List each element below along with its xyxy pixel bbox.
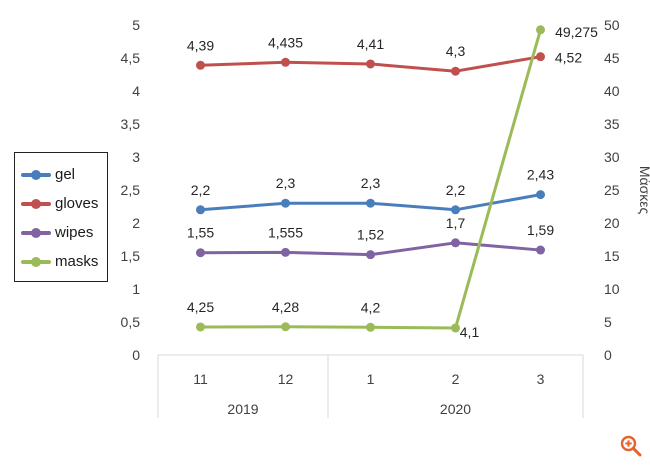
y-left-tick-label: 2 bbox=[132, 215, 140, 231]
legend-label: wipes bbox=[55, 224, 94, 241]
legend-label: gel bbox=[55, 166, 76, 183]
legend-swatch bbox=[21, 169, 51, 180]
data-label-gloves: 4,39 bbox=[187, 37, 214, 53]
x-group-label: 2020 bbox=[440, 401, 471, 417]
data-label-gloves: 4,435 bbox=[268, 34, 303, 50]
y-left-tick-label: 4,5 bbox=[121, 50, 141, 66]
data-point-gloves bbox=[366, 59, 375, 69]
legend-item-masks: masks bbox=[21, 247, 107, 276]
data-point-wipes bbox=[451, 238, 460, 248]
data-point-masks bbox=[451, 323, 460, 333]
data-point-gloves bbox=[281, 57, 290, 67]
data-point-gloves bbox=[196, 60, 205, 70]
data-label-gel: 2,3 bbox=[361, 175, 381, 191]
y-left-tick-label: 4 bbox=[132, 83, 140, 99]
y-left-tick-label: 2,5 bbox=[121, 182, 141, 198]
series bbox=[196, 25, 545, 333]
data-point-gloves bbox=[451, 66, 460, 76]
data-label-gloves: 4,3 bbox=[446, 43, 466, 59]
data-point-gel bbox=[281, 198, 290, 208]
y-left-tick-label: 3,5 bbox=[121, 116, 141, 132]
data-point-gel bbox=[366, 198, 375, 208]
y-right-tick-label: 5 bbox=[604, 314, 612, 330]
tick-labels: 00,511,522,533,544,550510152025303540455… bbox=[121, 17, 650, 417]
y-left-tick-label: 1,5 bbox=[121, 248, 141, 264]
data-label-wipes: 1,55 bbox=[187, 225, 214, 241]
y-right-tick-label: 10 bbox=[604, 281, 620, 297]
data-label-wipes: 1,59 bbox=[527, 222, 554, 238]
data-point-wipes bbox=[196, 248, 205, 258]
data-label-wipes: 1,7 bbox=[446, 215, 466, 231]
y-left-tick-label: 0 bbox=[132, 347, 140, 363]
y-right-tick-label: 40 bbox=[604, 83, 620, 99]
y-left-tick-label: 1 bbox=[132, 281, 140, 297]
data-point-masks bbox=[536, 25, 545, 35]
data-label-gloves: 4,52 bbox=[555, 50, 582, 66]
data-label-gel: 2,2 bbox=[446, 182, 466, 198]
data-label-gel: 2,2 bbox=[191, 182, 211, 198]
legend-swatch bbox=[21, 256, 51, 267]
data-label-gel: 2,43 bbox=[527, 167, 554, 183]
legend-label: gloves bbox=[55, 195, 99, 212]
data-point-wipes bbox=[536, 245, 545, 255]
data-label-gel: 2,3 bbox=[276, 175, 296, 191]
x-tick-label: 11 bbox=[193, 371, 208, 387]
x-tick-label: 1 bbox=[367, 371, 375, 387]
legend-swatch bbox=[21, 227, 51, 238]
y-left-tick-label: 0,5 bbox=[121, 314, 141, 330]
y-right-axis-title: Μάσκες bbox=[637, 166, 650, 215]
data-point-masks bbox=[366, 322, 375, 332]
y-right-tick-label: 30 bbox=[604, 149, 620, 165]
data-point-gloves bbox=[536, 52, 545, 62]
y-right-tick-label: 25 bbox=[604, 182, 620, 198]
data-labels: 2,2 2,3 2,3 2,2 2,43 4,39 4,435 4,41 4,3 4,52 1,55… bbox=[187, 24, 598, 340]
y-left-tick-label: 5 bbox=[132, 17, 140, 33]
data-label-masks: 4,28 bbox=[272, 299, 299, 315]
y-right-tick-label: 20 bbox=[604, 215, 620, 231]
data-label-masks: 4,25 bbox=[187, 299, 214, 315]
legend-item-wipes: wipes bbox=[21, 218, 107, 247]
legend: gel gloves wipes masks bbox=[14, 152, 108, 282]
data-point-masks bbox=[281, 322, 290, 332]
y-right-tick-label: 45 bbox=[604, 50, 620, 66]
y-right-tick-label: 50 bbox=[604, 17, 620, 33]
data-point-gel bbox=[451, 205, 460, 215]
data-label-masks: 49,275 bbox=[555, 24, 598, 40]
data-label-wipes: 1,555 bbox=[268, 224, 303, 240]
legend-swatch bbox=[21, 198, 51, 209]
data-point-gel bbox=[536, 190, 545, 200]
data-label-gloves: 4,41 bbox=[357, 36, 384, 52]
data-point-wipes bbox=[281, 247, 290, 257]
y-left-tick-label: 3 bbox=[132, 149, 140, 165]
data-point-wipes bbox=[366, 250, 375, 260]
legend-item-gloves: gloves bbox=[21, 189, 107, 218]
data-label-masks: 4,1 bbox=[460, 324, 480, 340]
y-right-tick-label: 35 bbox=[604, 116, 620, 132]
zoom-in-icon[interactable] bbox=[619, 434, 643, 458]
legend-item-gel: gel bbox=[21, 160, 107, 189]
data-point-gel bbox=[196, 205, 205, 215]
x-tick-label: 2 bbox=[452, 371, 460, 387]
y-right-tick-label: 15 bbox=[604, 248, 620, 264]
data-point-masks bbox=[196, 322, 205, 332]
data-label-wipes: 1,52 bbox=[357, 227, 384, 243]
x-tick-label: 12 bbox=[278, 371, 294, 387]
legend-label: masks bbox=[55, 253, 99, 270]
data-label-masks: 4,2 bbox=[361, 299, 381, 315]
y-right-tick-label: 0 bbox=[604, 347, 612, 363]
x-tick-label: 3 bbox=[537, 371, 545, 387]
axes bbox=[157, 354, 584, 418]
x-group-label: 2019 bbox=[227, 401, 258, 417]
